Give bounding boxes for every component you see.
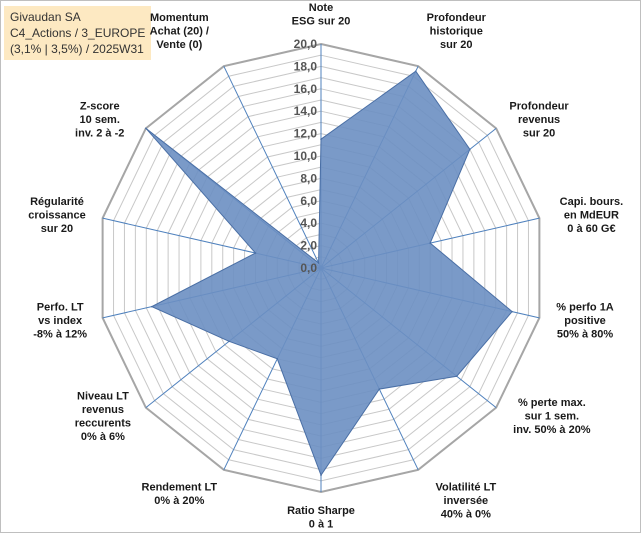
data-point [228, 340, 230, 343]
data-point [320, 138, 322, 140]
data-point [429, 242, 431, 244]
axis-label-line: Capi. bours. [560, 196, 624, 208]
axis-label-line: Régularité [30, 196, 84, 208]
axis-label: Momentum Achat (20) / Vente (0) [150, 12, 209, 51]
axis-label: Ratio Sharpe 0 à 1 [287, 505, 355, 531]
axis-label: Régularité croissance sur 20 [28, 196, 85, 235]
axis-label: % perfo 1A positive 50% à 80% [556, 302, 614, 341]
axis-label-line: vs index [38, 315, 83, 327]
data-point [511, 310, 513, 313]
radial-tick-label: 4,0 [300, 216, 317, 230]
axis-label: Profondeur revenus sur 20 [509, 100, 569, 139]
axis-label-line: inv. 50% à 20% [513, 424, 591, 436]
radial-tick-label: 6,0 [300, 194, 317, 208]
axis-label-line: croissance [28, 209, 85, 221]
radial-tick-label: 2,0 [300, 239, 317, 253]
radial-tick-label: 18,0 [294, 59, 318, 73]
data-point [276, 358, 279, 360]
axis-label-line: ESG sur 20 [292, 16, 351, 28]
data-point [414, 70, 417, 73]
axis-label-line: Momentum [150, 12, 209, 24]
axis-label-line: Volatilité LT [436, 481, 497, 493]
axis-spoke [223, 65, 322, 269]
radial-tick-label: 20,0 [294, 37, 318, 51]
axis-label-line: % perte max. [518, 397, 586, 409]
axis-label-line: 50% à 80% [557, 329, 613, 341]
radial-tick-label: 16,0 [294, 82, 318, 96]
axis-label-line: 0% à 6% [81, 431, 125, 443]
axis-label-line: Vente (0) [156, 39, 202, 51]
axis-label-line: sur 20 [440, 39, 472, 51]
axis-label-line: inversée [444, 495, 489, 507]
axis-label: Note ESG sur 20 [292, 2, 351, 28]
radial-tick-label: 14,0 [294, 104, 318, 118]
axis-label-line: en MdEUR [564, 209, 619, 221]
axis-label: Perfo. LT vs index -8% à 12% [33, 302, 87, 341]
axis-label-line: sur 1 sem. [525, 411, 579, 423]
company-name: Givaudan SA [10, 10, 81, 24]
axis-label: Capi. bours. en MdEUR 0 à 60 G€ [560, 196, 624, 235]
title-box: Givaudan SA C4_Actions / 3_EUROPE (3,1% … [4, 6, 152, 60]
axis-label-line: Note [309, 2, 333, 14]
radial-tick-label: 0,0 [300, 261, 317, 275]
axis-label-line: Niveau LT [77, 390, 129, 402]
axis-label-line: historique [430, 26, 483, 38]
axis-label-line: % perfo 1A [556, 302, 614, 314]
axis-label-line: sur 20 [523, 127, 555, 139]
data-point [150, 305, 153, 308]
axis-label-line: positive [564, 315, 606, 327]
axis-label-line: revenus [82, 404, 124, 416]
axis-label-line: revenus [518, 114, 560, 126]
axis-label-line: 10 sem. [80, 114, 120, 126]
radial-tick-label: 8,0 [300, 171, 317, 185]
radial-tick-label: 12,0 [294, 127, 318, 141]
axis-label-line: inv. 2 à -2 [75, 127, 124, 139]
axis-label-line: Profondeur [427, 12, 487, 24]
axis-label-line: Rendement LT [142, 481, 218, 493]
axis-label: Rendement LT 0% à 20% [142, 481, 218, 507]
axis-label: Niveau LT revenus reccurents 0% à 6% [75, 390, 131, 443]
data-point [254, 252, 257, 254]
axis-label-line: Profondeur [509, 100, 569, 112]
data-point [469, 148, 471, 151]
axis-label-line: Z-score [80, 100, 120, 112]
data-point [378, 388, 381, 390]
category-label: C4_Actions / 3_EUROPE [10, 26, 146, 40]
data-point [455, 375, 458, 378]
axis-label-line: 0 à 60 G€ [567, 223, 615, 235]
radial-tick-label: 10,0 [294, 149, 318, 163]
axis-label-line: 0% à 20% [154, 495, 204, 507]
period-label: (3,1% | 3,5%) / 2025W31 [10, 42, 144, 56]
axis-label-line: Achat (20) / [150, 26, 209, 38]
data-point [317, 262, 320, 264]
axis-label: % perte max. sur 1 sem. inv. 50% à 20% [513, 397, 591, 436]
axis-label-line: sur 20 [41, 223, 73, 235]
axis-label-line: Perfo. LT [37, 302, 84, 314]
axis-label-line: -8% à 12% [33, 329, 87, 341]
data-point [320, 474, 322, 477]
axis-label: Z-score 10 sem. inv. 2 à -2 [75, 100, 124, 139]
axis-label-line: 40% à 0% [441, 508, 491, 520]
axis-label: Volatilité LT inversée 40% à 0% [436, 481, 497, 520]
axis-label: Profondeur historique sur 20 [427, 12, 487, 51]
axis-label-line: Ratio Sharpe [287, 505, 355, 517]
axis-label-line: 0 à 1 [309, 519, 333, 531]
data-point [145, 127, 147, 130]
axis-label-line: reccurents [75, 417, 131, 429]
